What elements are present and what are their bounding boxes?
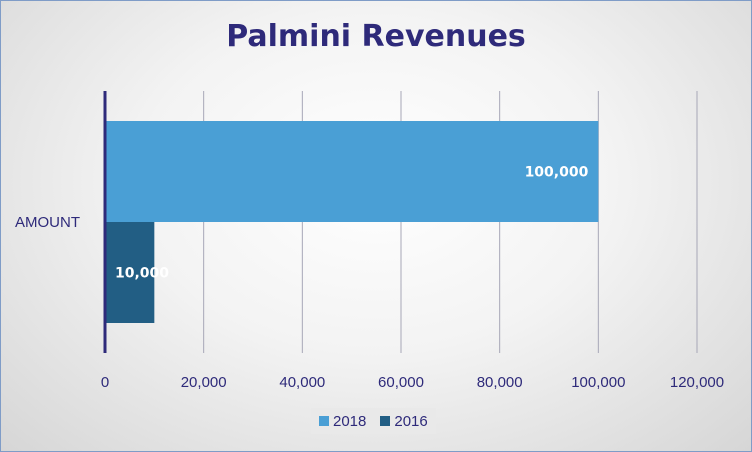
chart-title: Palmini Revenues <box>226 19 526 54</box>
category-label: AMOUNT <box>15 214 80 231</box>
legend: 2018 2016 <box>311 408 436 434</box>
bar-2016 <box>105 222 155 323</box>
legend-item-2016: 2016 <box>380 412 428 430</box>
legend-label-2016: 2016 <box>394 412 428 430</box>
legend-label-2018: 2018 <box>333 412 367 430</box>
data-label-2016: 10,000 <box>115 266 169 282</box>
bar-2018 <box>105 121 599 222</box>
data-label-2018: 100,000 <box>525 165 589 181</box>
x-tick-label-1: 20,000 <box>181 374 227 391</box>
x-tick-label-6: 120,000 <box>670 374 724 391</box>
x-tick-label-0: 0 <box>101 374 109 391</box>
x-tick-label-3: 60,000 <box>378 374 424 391</box>
x-tick-label-4: 80,000 <box>477 374 523 391</box>
legend-swatch-2018 <box>319 416 329 426</box>
legend-swatch-2016 <box>380 416 391 426</box>
legend-item-2018: 2018 <box>319 413 366 430</box>
x-tick-label-5: 100,000 <box>571 374 625 391</box>
x-tick-label-2: 40,000 <box>279 374 325 391</box>
